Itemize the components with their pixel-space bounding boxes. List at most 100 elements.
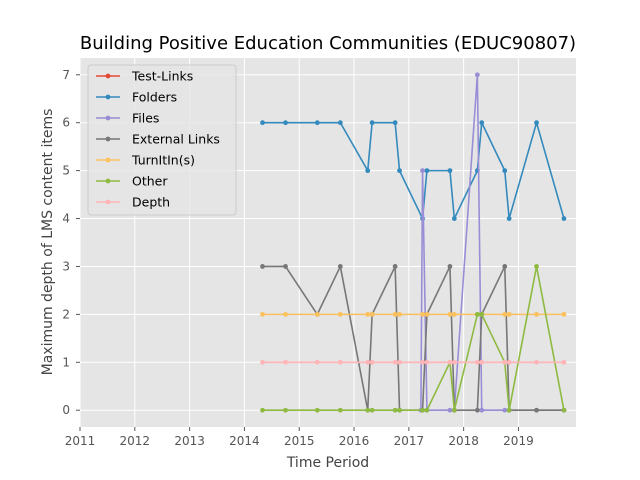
data-point bbox=[397, 311, 402, 317]
series-lines bbox=[260, 72, 567, 413]
legend-swatch-marker bbox=[105, 157, 111, 163]
legend-box bbox=[87, 64, 237, 216]
x-tick-label: 2018 bbox=[448, 434, 479, 448]
data-point bbox=[369, 120, 375, 126]
data-point bbox=[447, 359, 453, 365]
legend-swatch-marker bbox=[105, 199, 111, 205]
data-point bbox=[451, 359, 457, 365]
data-point bbox=[474, 407, 480, 413]
data-point bbox=[506, 216, 512, 221]
data-point bbox=[314, 407, 320, 413]
data-point bbox=[337, 407, 343, 413]
legend-swatch-marker bbox=[105, 115, 111, 121]
x-tick-label: 2014 bbox=[229, 434, 260, 448]
data-point bbox=[447, 168, 453, 174]
data-point bbox=[506, 407, 512, 413]
y-tick-label: 6 bbox=[62, 116, 70, 130]
series-4 bbox=[260, 311, 567, 317]
data-point bbox=[474, 359, 480, 365]
y-tick-label: 7 bbox=[62, 68, 70, 82]
data-point bbox=[337, 359, 343, 365]
legend-swatch-marker bbox=[105, 73, 111, 79]
data-point bbox=[314, 359, 320, 365]
series-6 bbox=[260, 359, 567, 365]
x-axis-ticks: 2011 2012 2013 2014 2015 2016 2017 2018 2019 bbox=[65, 427, 534, 448]
y-axis-label: Maximum depth of LMS content items bbox=[40, 109, 56, 376]
series-line bbox=[262, 121, 565, 220]
legend-swatch-marker bbox=[105, 94, 111, 100]
data-point bbox=[451, 311, 457, 317]
data-point bbox=[561, 359, 567, 365]
data-point bbox=[479, 407, 485, 413]
data-point bbox=[260, 264, 265, 269]
data-point bbox=[369, 311, 375, 317]
data-point bbox=[534, 120, 539, 126]
legend-label: Other bbox=[132, 174, 168, 189]
x-tick-label: 2011 bbox=[65, 434, 96, 448]
data-point bbox=[365, 359, 371, 365]
data-point bbox=[392, 407, 398, 413]
data-point bbox=[420, 168, 425, 174]
data-point bbox=[479, 359, 485, 365]
data-point bbox=[420, 359, 425, 365]
data-point bbox=[420, 407, 425, 413]
data-point bbox=[502, 311, 508, 317]
legend-label: Folders bbox=[132, 90, 177, 105]
data-point bbox=[283, 311, 288, 317]
data-point bbox=[369, 359, 375, 365]
data-point bbox=[397, 407, 402, 413]
data-point bbox=[561, 311, 567, 317]
data-point bbox=[260, 311, 265, 317]
data-point bbox=[447, 264, 453, 269]
y-tick-label: 0 bbox=[62, 403, 70, 417]
data-point bbox=[283, 407, 288, 413]
data-point bbox=[502, 264, 508, 269]
data-point bbox=[502, 168, 508, 174]
legend-label: TurnItIn(s) bbox=[131, 153, 195, 168]
x-tick-label: 2019 bbox=[503, 434, 534, 448]
legend-label: Test-Links bbox=[131, 69, 193, 84]
data-point bbox=[337, 311, 343, 317]
x-tick-label: 2015 bbox=[284, 434, 315, 448]
data-point bbox=[283, 264, 288, 269]
data-point bbox=[561, 216, 567, 221]
series-1 bbox=[260, 120, 567, 221]
legend: Test-Links Folders Files External Links Turn… bbox=[87, 64, 237, 216]
legend-swatch-marker bbox=[105, 136, 111, 142]
data-point bbox=[534, 407, 539, 413]
data-point bbox=[337, 120, 343, 126]
y-tick-label: 3 bbox=[62, 259, 70, 273]
data-point bbox=[447, 407, 453, 413]
legend-swatch-marker bbox=[105, 178, 111, 184]
data-point bbox=[365, 168, 371, 174]
y-tick-label: 4 bbox=[62, 212, 70, 226]
x-tick-label: 2017 bbox=[394, 434, 425, 448]
data-point bbox=[502, 407, 508, 413]
data-point bbox=[392, 359, 398, 365]
data-point bbox=[502, 359, 508, 365]
data-point bbox=[424, 407, 430, 413]
y-tick-label: 1 bbox=[62, 355, 70, 369]
y-axis-ticks: 0 1 2 3 4 5 6 7 bbox=[62, 68, 80, 417]
data-point bbox=[392, 120, 398, 126]
data-point bbox=[392, 311, 398, 317]
data-point bbox=[397, 168, 402, 174]
y-tick-label: 5 bbox=[62, 164, 70, 178]
data-point bbox=[369, 407, 375, 413]
data-point bbox=[474, 72, 480, 78]
x-tick-label: 2013 bbox=[174, 434, 205, 448]
data-point bbox=[337, 264, 343, 269]
data-point bbox=[283, 359, 288, 365]
y-tick-label: 2 bbox=[62, 307, 70, 321]
data-point bbox=[420, 311, 425, 317]
series-5 bbox=[260, 264, 567, 413]
x-tick-label: 2012 bbox=[120, 434, 151, 448]
data-point bbox=[392, 264, 398, 269]
data-point bbox=[397, 359, 402, 365]
data-point bbox=[506, 359, 512, 365]
data-point bbox=[424, 359, 430, 365]
data-point bbox=[365, 407, 371, 413]
data-point bbox=[314, 311, 320, 317]
data-point bbox=[260, 120, 265, 126]
